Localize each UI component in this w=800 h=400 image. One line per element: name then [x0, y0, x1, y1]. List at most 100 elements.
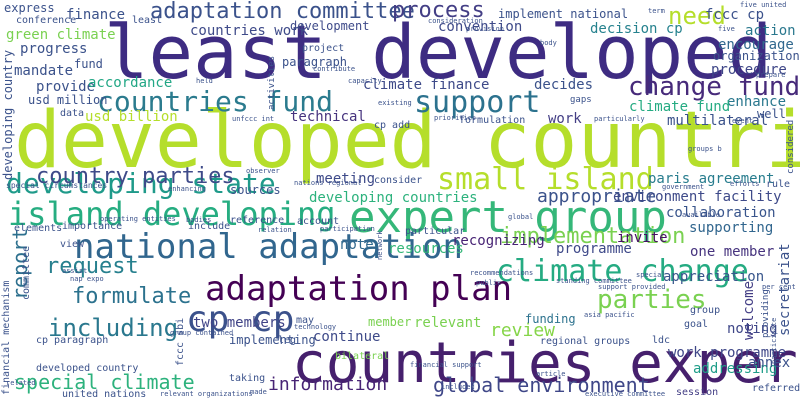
- word-cp-paragraph: cp paragraph: [36, 335, 109, 346]
- word-note: note: [340, 237, 374, 253]
- word-climate-change: climate change: [496, 254, 749, 289]
- word-considered: considered: [786, 119, 796, 174]
- word-encourage: encourage: [718, 37, 794, 53]
- word-implementation: implementation: [500, 224, 686, 249]
- word-finance: finance: [66, 7, 126, 23]
- word-enhancing: enhancing: [168, 185, 206, 193]
- word-well: well: [757, 107, 786, 121]
- word-special-circumstances: special circumstances: [6, 181, 108, 190]
- word-particularly: particularly: [594, 115, 645, 123]
- word-green-climate: green climate: [6, 27, 116, 43]
- word-developed-countrie: developed countrie: [14, 96, 800, 186]
- word-financial-mechanism: financial mechanism: [1, 280, 12, 395]
- word-climate-finance: climate finance: [363, 77, 490, 93]
- word-five: five: [718, 25, 735, 33]
- word-conference: conference: [16, 15, 77, 26]
- word-adaptation-plan: adaptation plan: [205, 269, 513, 309]
- word-priorities: priorities: [434, 114, 477, 122]
- word-goal: goal: [684, 319, 709, 330]
- word-bilateral: bilateral: [335, 351, 390, 362]
- word-public: public: [476, 279, 502, 287]
- word-prepare: prepare: [756, 71, 786, 79]
- word-participate: participate: [770, 317, 778, 364]
- word-contribute: contribute: [313, 65, 356, 73]
- word-noting: noting: [727, 321, 778, 337]
- word-sources: sources: [230, 183, 281, 197]
- word-action: action: [745, 23, 796, 39]
- word-formulation: formulation: [459, 115, 526, 126]
- word-referred: referred: [752, 383, 800, 394]
- word-term: term: [648, 7, 665, 15]
- word-enhance: enhance: [727, 94, 787, 110]
- word-request: request: [46, 254, 139, 279]
- word-formulate: formulate: [72, 284, 192, 309]
- word-view: view: [60, 239, 85, 250]
- word-progress: progress: [20, 41, 88, 57]
- word-addressing: addressing: [693, 361, 778, 377]
- word-standing-committee: standing committee: [556, 277, 632, 285]
- word-capacity: capacity: [348, 77, 382, 85]
- word-decision-cp: decision cp: [590, 21, 683, 37]
- word-change-fund: change fund: [628, 72, 800, 102]
- word-existing: existing: [378, 99, 412, 107]
- word-ldc: ldc: [652, 335, 671, 346]
- word-meeting: meeting: [316, 171, 376, 187]
- word-account: account: [297, 216, 340, 227]
- word-appreciation: appreciation: [663, 269, 765, 285]
- word-paris-agreement: paris agreement: [648, 171, 775, 187]
- word-multilateral: multilateral: [667, 113, 769, 129]
- word-procedure: procedure: [711, 62, 787, 78]
- word-provision: provision: [466, 25, 504, 33]
- word-funding: funding: [525, 312, 576, 326]
- word-related: related: [6, 379, 36, 387]
- word-special: special: [636, 271, 666, 279]
- word-appropriate: appropriate: [537, 186, 657, 207]
- word-implementing: implementing: [229, 333, 316, 347]
- word-special-climate: special climate: [14, 370, 195, 394]
- word-supporting: supporting: [689, 220, 774, 236]
- word-body: body: [540, 39, 557, 47]
- word-accordance: accordance: [88, 75, 173, 91]
- word-programme: programme: [556, 241, 632, 257]
- word-groups-b: groups b: [688, 145, 722, 153]
- word-countries-work: countries work: [190, 23, 309, 39]
- word-elements: elements: [14, 223, 63, 234]
- word-resources: resources: [388, 241, 464, 257]
- word-included: included: [441, 383, 475, 391]
- word-global: global: [508, 213, 534, 221]
- word-may: may: [296, 315, 315, 326]
- word-asia-pacific: asia pacific: [584, 311, 635, 319]
- word-executive-committee: executive committee: [585, 390, 666, 398]
- word-cp-cp: cp cp: [186, 299, 295, 340]
- word-nap-expo: nap expo: [70, 275, 104, 283]
- word-assist: assist: [62, 267, 88, 275]
- word-one-member: one member: [690, 244, 775, 260]
- word-project: project: [302, 43, 345, 54]
- word-financial-support: financial support: [410, 361, 482, 369]
- word-implement-national: implement national: [498, 7, 629, 21]
- word-reference: reference: [230, 215, 285, 226]
- word-climate-fund: climate fund: [629, 99, 731, 115]
- word-developing-countries: developing countries: [309, 190, 478, 206]
- word-collaboration: collaboration: [666, 205, 776, 221]
- word-relevant: relevant: [414, 315, 482, 331]
- word-work: work: [548, 111, 582, 127]
- word-taking: taking: [229, 373, 266, 384]
- word-session: session: [676, 387, 719, 398]
- word-rule: rule: [766, 179, 791, 190]
- word-member: member: [368, 315, 412, 329]
- word-relevant-organizations: relevant organizations: [160, 390, 253, 398]
- word-nations-regional: nations regional: [294, 179, 362, 187]
- word-united-nations: united nations: [62, 389, 147, 400]
- word-country-parties: country parties: [36, 164, 235, 189]
- word-five-united: five united: [740, 1, 787, 9]
- word-developed-country: developed country: [36, 363, 139, 374]
- word-countries-expert: countries expert: [292, 331, 800, 396]
- word-efforts: efforts: [730, 180, 760, 188]
- word-observer: observer: [246, 167, 280, 175]
- word-convention: convention: [438, 19, 523, 35]
- word-fccc-sbi: fccc sbi: [175, 317, 186, 366]
- word-operating-entities: operating entities: [100, 215, 176, 223]
- word-decides: decides: [534, 77, 594, 93]
